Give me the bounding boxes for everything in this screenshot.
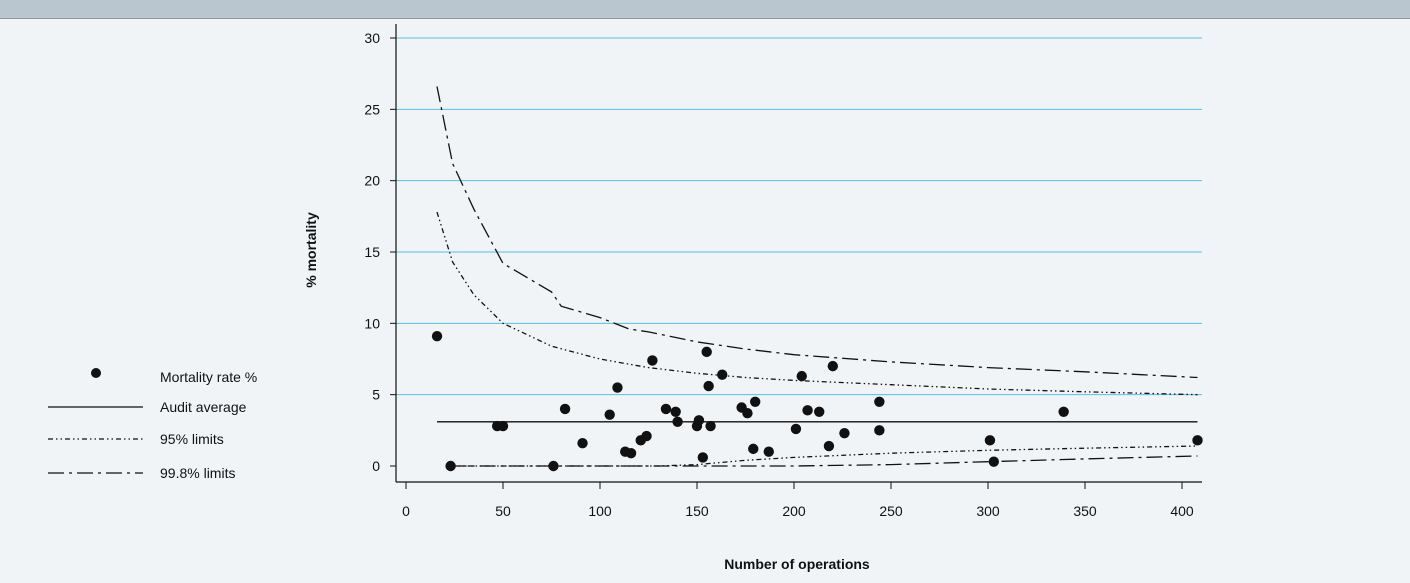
point-33: [814, 406, 825, 417]
point-34: [823, 440, 835, 452]
y-tick-label-25: 25: [364, 101, 380, 117]
x-tick-label-200: 200: [782, 503, 806, 519]
y-tick-label-0: 0: [372, 458, 380, 474]
point-1: [431, 330, 443, 342]
x-tick-label-400: 400: [1170, 503, 1194, 519]
point-29: [763, 446, 774, 457]
point-26: [742, 408, 753, 419]
point-9: [612, 382, 623, 393]
point-22: [703, 380, 714, 392]
legend-label-audit-average: Audit average: [160, 399, 247, 415]
point-20: [697, 452, 709, 463]
gridlines: [396, 37, 1202, 396]
y-tick-label-30: 30: [364, 30, 380, 46]
x-tick-label-250: 250: [879, 503, 903, 519]
legend-marker-mortality-rate: [91, 368, 101, 378]
x-tick-label-0: 0: [402, 503, 410, 519]
point-38: [874, 425, 885, 436]
point-14: [647, 355, 658, 366]
x-tick-label-50: 50: [495, 503, 511, 519]
x-axis-title: Number of operations: [724, 556, 870, 572]
x-tick-label-350: 350: [1073, 503, 1097, 519]
point-39: [984, 435, 996, 446]
top-band: [0, 0, 1410, 19]
point-8: [604, 409, 615, 420]
series-lines: [436, 86, 1198, 467]
y-tick-label-15: 15: [364, 244, 380, 260]
point-2: [445, 460, 456, 472]
point-36: [839, 427, 850, 439]
point-4: [497, 420, 509, 432]
point-7: [577, 437, 588, 449]
y-axis-title: % mortality: [303, 212, 319, 288]
data-points: [431, 330, 1203, 472]
point-13: [641, 430, 652, 442]
y-axis-ticks: 0 5 10 15 20 25 30: [364, 30, 396, 474]
axes: [395, 24, 1202, 483]
point-15: [660, 403, 672, 415]
x-tick-label-150: 150: [685, 503, 709, 519]
99-8-limits-lower-line: [450, 455, 1198, 467]
legend-label-mortality-rate: Mortality rate %: [160, 369, 257, 385]
legend-label-95-limits: 95% limits: [160, 431, 224, 447]
x-axis-ticks: 0 50 100 150 200 250 300 350 400: [402, 482, 1194, 519]
95-limits-upper-line: [436, 211, 1198, 396]
y-tick-label-20: 20: [364, 173, 380, 189]
legend-label-99-8-limits: 99.8% limits: [160, 465, 235, 481]
point-19: [693, 415, 705, 426]
point-17: [672, 416, 683, 427]
point-24: [717, 369, 728, 380]
y-tick-label-10: 10: [364, 315, 380, 331]
point-42: [1192, 435, 1203, 446]
99-8-limits-upper-line: [436, 86, 1198, 379]
point-21: [701, 346, 712, 358]
point-41: [1058, 406, 1069, 417]
legend: Mortality rate % Audit average 95% limits 9…: [48, 368, 257, 481]
point-6: [559, 403, 571, 415]
x-tick-label-100: 100: [588, 503, 612, 519]
point-28: [750, 396, 761, 407]
point-5: [548, 460, 559, 472]
point-31: [796, 370, 807, 382]
x-tick-label-300: 300: [976, 503, 1000, 519]
point-27: [748, 443, 759, 455]
point-16: [670, 406, 681, 417]
point-23: [705, 420, 716, 432]
95-limits-lower-line: [450, 445, 1198, 467]
point-32: [802, 405, 813, 416]
point-30: [790, 423, 802, 435]
point-11: [625, 447, 637, 459]
y-tick-label-5: 5: [372, 387, 380, 403]
point-35: [827, 360, 838, 372]
point-37: [874, 396, 885, 407]
point-40: [988, 456, 1000, 467]
